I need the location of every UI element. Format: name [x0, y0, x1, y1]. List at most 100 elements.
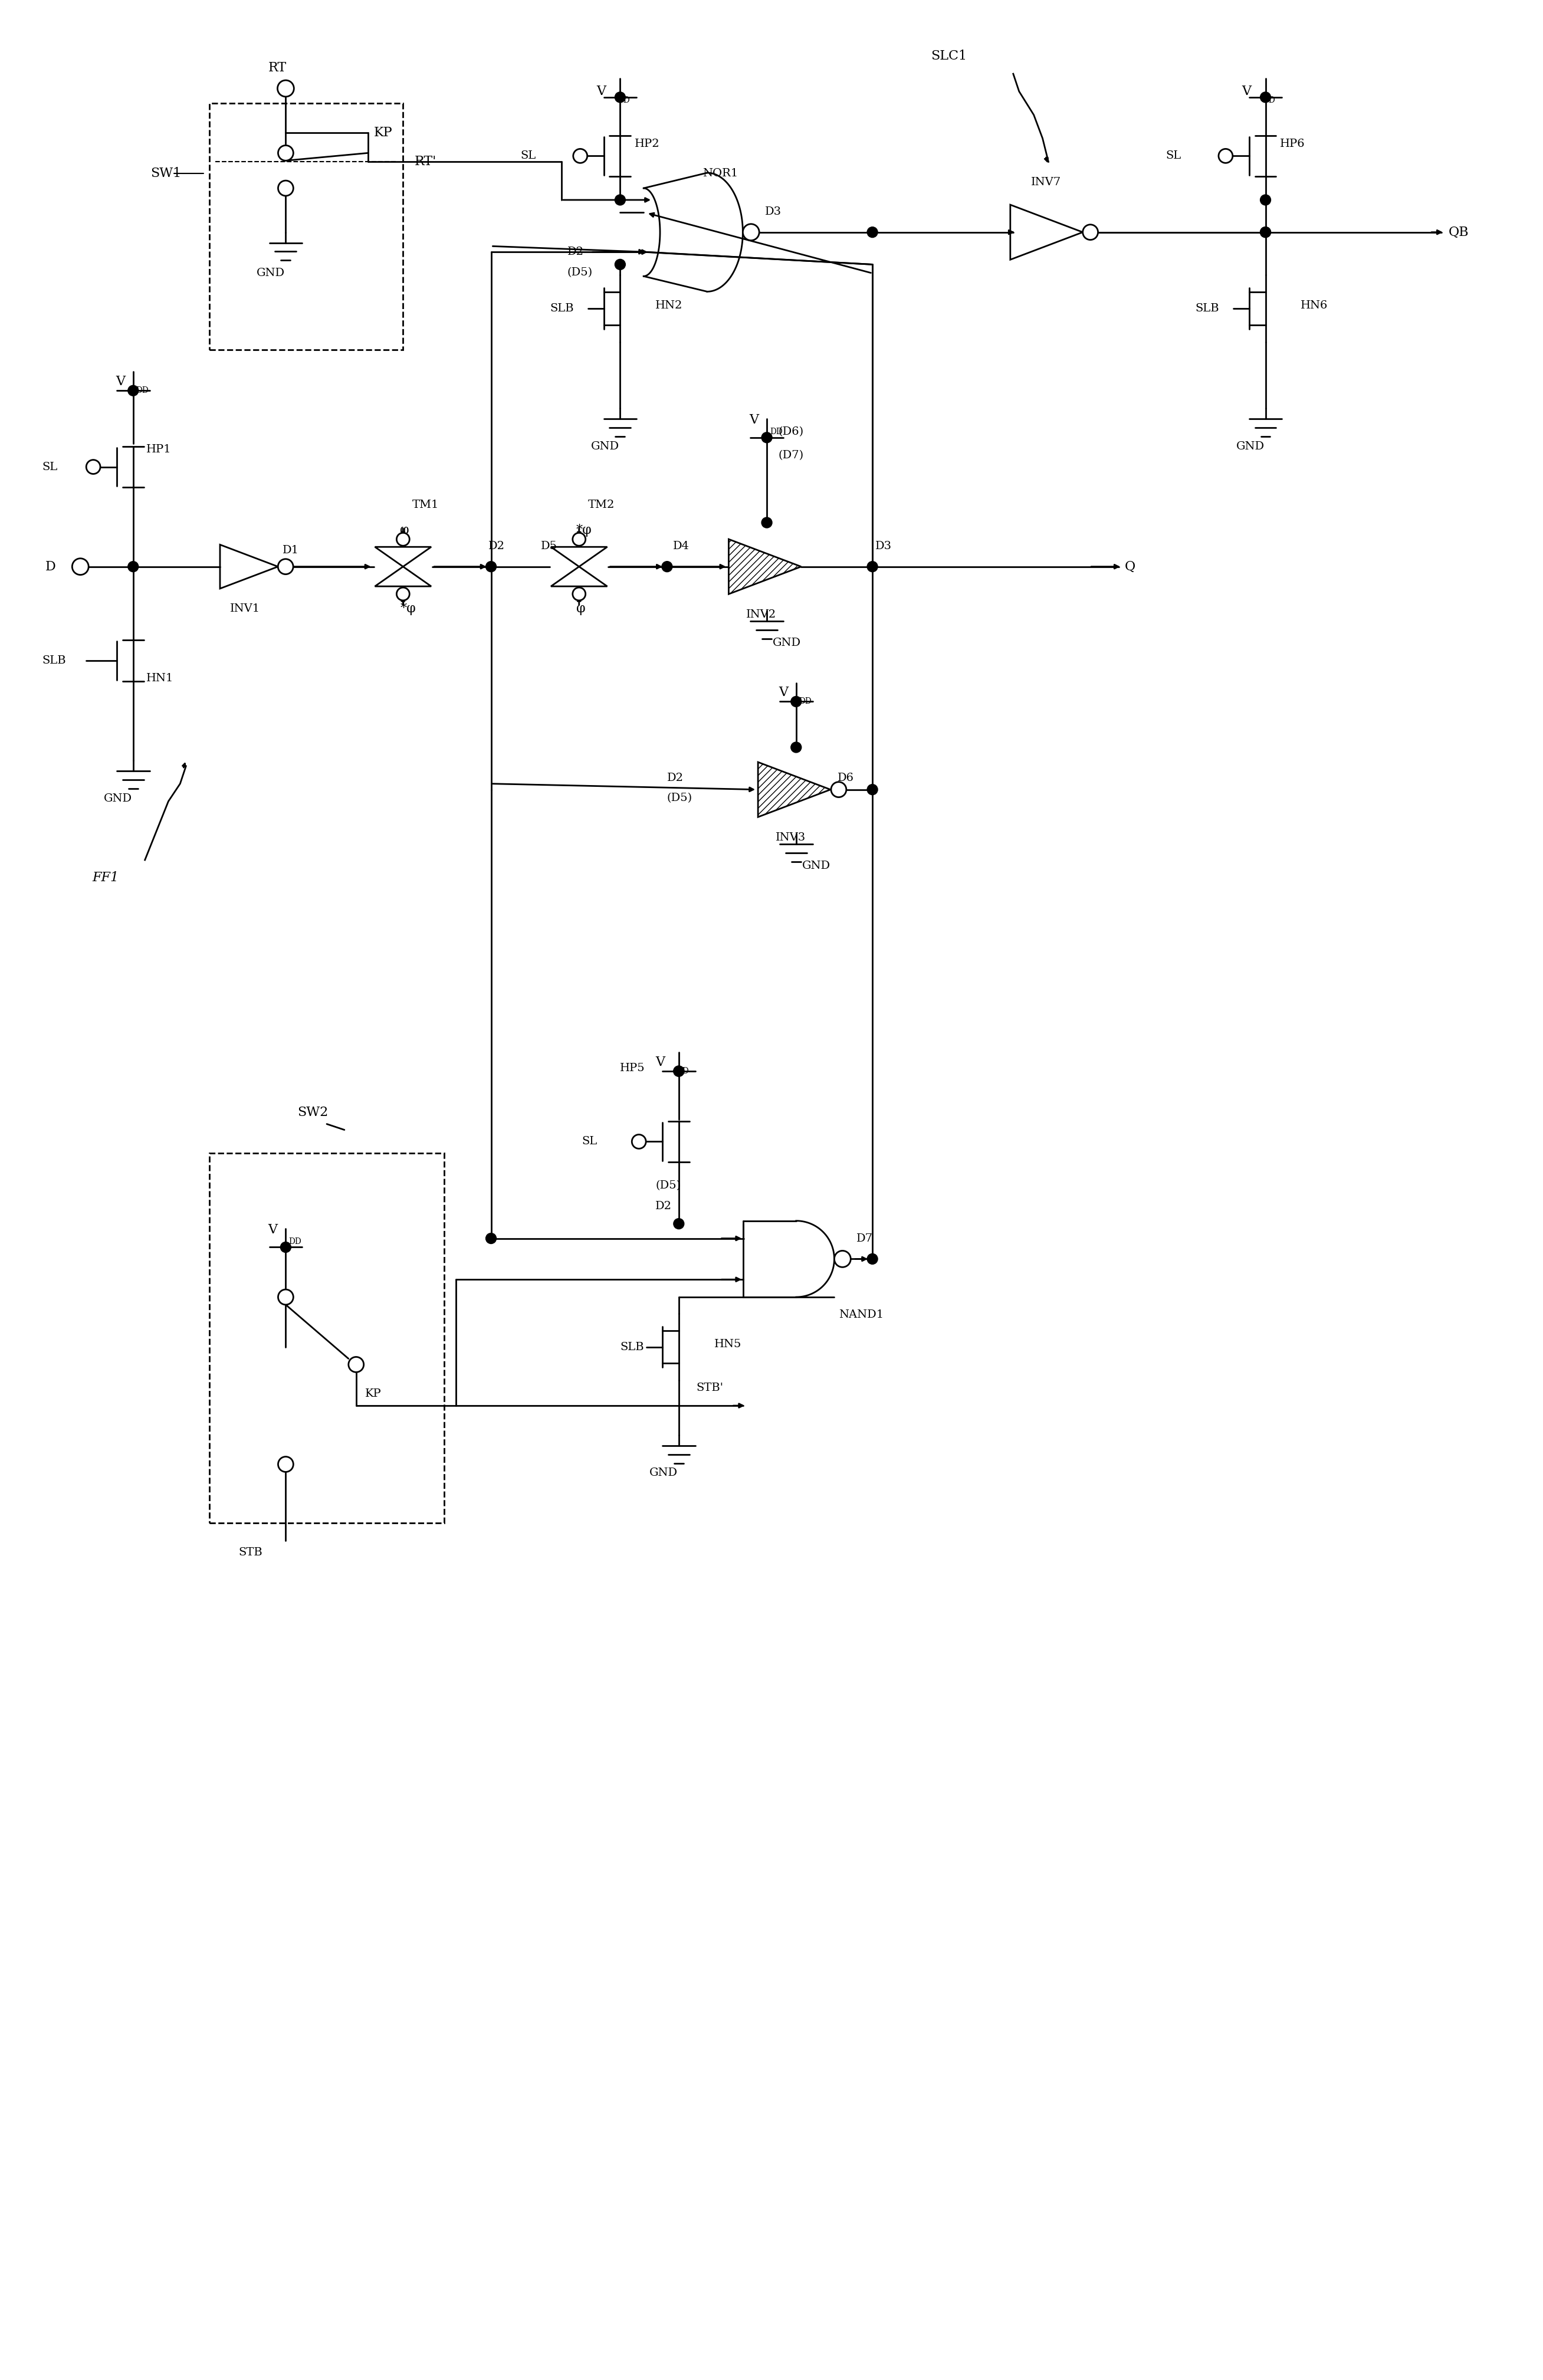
Text: STB: STB — [239, 1547, 262, 1557]
Text: *φ: *φ — [400, 602, 417, 616]
Circle shape — [278, 1290, 293, 1304]
Text: SL: SL — [1167, 150, 1182, 162]
Text: SL: SL — [582, 1135, 597, 1147]
Circle shape — [1219, 150, 1233, 162]
Circle shape — [662, 562, 673, 571]
Circle shape — [832, 783, 846, 797]
Polygon shape — [758, 762, 830, 816]
Circle shape — [614, 259, 625, 269]
Text: SLC1: SLC1 — [930, 50, 967, 62]
Text: TM2: TM2 — [588, 500, 614, 509]
Text: V: V — [656, 1057, 665, 1069]
Circle shape — [674, 1066, 684, 1076]
Circle shape — [762, 516, 771, 528]
Text: D2: D2 — [568, 248, 583, 257]
Text: Q: Q — [1125, 559, 1136, 574]
Text: V: V — [750, 414, 759, 426]
Circle shape — [278, 1457, 293, 1471]
Circle shape — [281, 1242, 292, 1252]
Text: INV1: INV1 — [230, 605, 261, 614]
Text: GND: GND — [1236, 440, 1265, 452]
Text: HN2: HN2 — [656, 300, 682, 312]
Text: HN1: HN1 — [147, 674, 173, 683]
Text: KP: KP — [364, 1388, 381, 1399]
Circle shape — [278, 181, 293, 195]
Circle shape — [633, 1135, 647, 1150]
Text: D6: D6 — [838, 774, 853, 783]
Circle shape — [1261, 195, 1271, 205]
Text: V: V — [779, 685, 788, 700]
Text: HN5: HN5 — [714, 1338, 741, 1349]
Text: RT': RT' — [415, 155, 437, 169]
Text: DD: DD — [1262, 95, 1276, 105]
Text: SW1: SW1 — [151, 167, 182, 181]
Text: KP: KP — [373, 126, 392, 138]
Circle shape — [614, 93, 625, 102]
Text: (D5): (D5) — [568, 267, 593, 278]
Text: D2: D2 — [667, 774, 684, 783]
Text: NOR1: NOR1 — [702, 169, 738, 178]
Circle shape — [397, 588, 409, 600]
Circle shape — [128, 562, 139, 571]
Circle shape — [397, 533, 409, 545]
Text: GND: GND — [591, 440, 619, 452]
Text: SW2: SW2 — [298, 1107, 329, 1119]
Circle shape — [572, 533, 585, 545]
Text: *φ: *φ — [576, 524, 593, 538]
Circle shape — [86, 459, 100, 474]
Text: SLB: SLB — [42, 654, 66, 666]
Circle shape — [572, 150, 588, 162]
Text: SLB: SLB — [1196, 302, 1219, 314]
Text: GND: GND — [256, 269, 285, 278]
Circle shape — [486, 562, 497, 571]
Text: NAND1: NAND1 — [839, 1309, 884, 1321]
Text: D7: D7 — [856, 1233, 873, 1245]
Circle shape — [674, 1066, 684, 1076]
Text: GND: GND — [103, 793, 133, 804]
Text: RT: RT — [268, 62, 287, 74]
Text: TM1: TM1 — [412, 500, 438, 509]
Text: D3: D3 — [875, 540, 892, 552]
Text: V: V — [1242, 86, 1251, 98]
Text: D5: D5 — [542, 540, 557, 552]
Text: V: V — [116, 376, 125, 388]
Text: GND: GND — [802, 862, 830, 871]
Text: (D5): (D5) — [656, 1180, 680, 1190]
Text: D2: D2 — [488, 540, 505, 552]
Text: INV7: INV7 — [1031, 176, 1062, 188]
Circle shape — [792, 743, 801, 752]
Text: HP1: HP1 — [147, 445, 171, 455]
Text: D4: D4 — [673, 540, 690, 552]
Text: SL: SL — [42, 462, 57, 471]
Text: QB: QB — [1449, 226, 1469, 238]
Text: V: V — [597, 86, 606, 98]
Circle shape — [742, 224, 759, 240]
Text: (D7): (D7) — [779, 450, 804, 459]
Text: HN6: HN6 — [1301, 300, 1329, 312]
Text: DD: DD — [676, 1066, 688, 1076]
Text: HP2: HP2 — [634, 138, 660, 150]
Text: DD: DD — [770, 428, 782, 436]
Text: DD: DD — [136, 386, 150, 395]
Text: HP5: HP5 — [620, 1064, 645, 1073]
Circle shape — [486, 1233, 497, 1245]
Circle shape — [867, 562, 878, 571]
Text: INV3: INV3 — [776, 833, 805, 843]
Circle shape — [572, 588, 585, 600]
Circle shape — [278, 81, 293, 98]
Text: HP6: HP6 — [1281, 138, 1305, 150]
Circle shape — [674, 1219, 684, 1228]
Polygon shape — [728, 540, 801, 595]
Text: D2: D2 — [656, 1202, 671, 1211]
Circle shape — [614, 195, 625, 205]
Circle shape — [867, 785, 878, 795]
Text: D: D — [45, 559, 56, 574]
Text: φ: φ — [400, 524, 409, 538]
Text: φ: φ — [576, 602, 585, 616]
Circle shape — [1083, 224, 1099, 240]
Text: INV2: INV2 — [747, 609, 776, 621]
Text: D3: D3 — [765, 207, 782, 217]
Text: GND: GND — [773, 638, 801, 647]
Circle shape — [867, 1254, 878, 1264]
Text: D1: D1 — [282, 545, 299, 555]
